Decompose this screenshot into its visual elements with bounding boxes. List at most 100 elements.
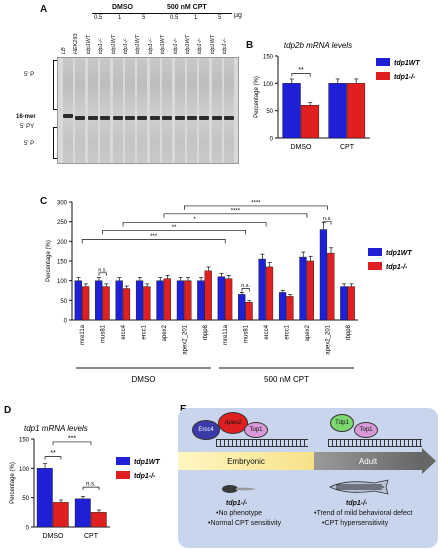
significance-bracket <box>241 288 250 292</box>
gel-lane <box>174 58 185 163</box>
amount-label: 0.5 <box>170 15 179 21</box>
gel-lane <box>211 58 222 163</box>
legend-swatch <box>376 72 390 80</box>
gel-band <box>211 116 222 120</box>
lane-label-row: LB HEK293 tdp1WT tdp1-/- tdp1WT tdp1-/- tdp1WT… <box>57 22 237 57</box>
bar <box>306 260 314 321</box>
right-note-2: •CPT hypersensitivity <box>322 520 389 527</box>
chart-d: tdp1 mRNA levels 0 50 100 150 Percentage (%) D… <box>10 424 160 540</box>
bracket-bottom <box>53 127 57 159</box>
legend-swatch <box>368 248 382 256</box>
gel-band <box>75 116 86 120</box>
category-label: rbpp8 <box>346 324 352 340</box>
condition-dmso-label: DMSO <box>112 4 133 11</box>
category-label: DMSO <box>43 533 65 540</box>
significance-bracket <box>184 205 328 210</box>
y-tick-label: 100 <box>263 82 274 88</box>
panel-label-c: C <box>40 196 48 207</box>
bar <box>282 83 301 139</box>
y-tick-label: 0 <box>64 319 68 325</box>
gel-lane <box>112 58 123 163</box>
lane-label: tdp1-/- <box>98 38 105 54</box>
significance-bracket <box>81 239 226 244</box>
gel-lane <box>137 58 148 163</box>
gel-band <box>100 116 111 120</box>
category-label: apex2 <box>305 324 311 341</box>
significance-label: n.s. <box>241 283 250 289</box>
stage-adult: Adult <box>314 452 422 470</box>
gel-lane <box>75 58 86 163</box>
lane-label: tdp1-/- <box>123 38 129 54</box>
panel-label-a: A <box>40 4 48 15</box>
gel-band <box>63 114 73 118</box>
y-tick-label: 0 <box>270 137 274 143</box>
bar <box>163 278 171 321</box>
amount-label: 0.5 <box>94 15 103 21</box>
significance-label: *** <box>150 234 158 240</box>
bar <box>204 270 212 321</box>
category-label: DMSO <box>291 144 313 151</box>
amount-label: 1 <box>118 15 122 21</box>
legend-swatch <box>116 471 130 479</box>
significance-bracket <box>82 486 100 491</box>
bar <box>176 280 185 321</box>
gel-band <box>162 116 173 120</box>
y-tick-label: 0 <box>26 526 30 532</box>
significance-bracket <box>102 229 246 235</box>
bar <box>278 292 287 321</box>
amount-label: 5 <box>142 15 146 21</box>
legend-swatch <box>368 262 382 270</box>
bar <box>74 498 91 528</box>
gel-image <box>57 57 239 164</box>
bar <box>122 288 131 321</box>
bar <box>52 502 69 528</box>
significance-label: *** <box>68 435 76 442</box>
category-label: apex2_201 <box>182 324 188 354</box>
gel-band <box>149 116 160 120</box>
lane-label: HEK293 <box>73 33 80 55</box>
significance-bracket <box>323 221 332 225</box>
gel-lane <box>87 58 98 163</box>
gel-band <box>224 116 235 120</box>
marker-16mer: 16-mer <box>16 114 36 120</box>
y-tick-label: 300 <box>57 201 68 207</box>
panel-label-d: D <box>4 405 12 416</box>
legend-label: tdp1WT <box>134 459 160 466</box>
category-label: mus81 <box>244 324 250 343</box>
lane-label: tdp1-/- <box>172 38 179 54</box>
bar <box>115 280 123 321</box>
category-label: ercc1 <box>285 324 291 339</box>
lane-label: LB <box>61 47 67 54</box>
bar <box>258 258 266 321</box>
bar <box>82 286 90 321</box>
category-label: apex2 <box>162 324 168 341</box>
significance-label: ** <box>298 67 304 74</box>
condition-cpt-label: 500 nM CPT <box>167 4 207 11</box>
stage-arrowhead <box>422 448 436 474</box>
bar <box>346 83 366 139</box>
significance-bracket <box>52 441 92 445</box>
bar <box>36 468 53 528</box>
condition-divider <box>92 13 232 14</box>
adult-fish-icon <box>329 479 389 495</box>
legend-label: tdp1-/- <box>394 74 416 81</box>
category-label: CPT <box>340 144 355 151</box>
amount-row: 0.5 1 5 0.5 1 5 <box>90 13 235 23</box>
lane-label: tdp1-/- <box>197 38 204 54</box>
bar <box>340 286 348 321</box>
significance-label: n.s. <box>323 216 332 222</box>
y-tick-label: 50 <box>266 109 273 115</box>
tdp1-icon: Tdp1 <box>330 414 354 432</box>
bar <box>74 280 82 321</box>
model-panel: Ercc4 Apex2 Top1 Tdp1 Top1 Embryonic Adu… <box>178 408 438 548</box>
legend-swatch <box>376 58 390 66</box>
bar <box>265 266 274 321</box>
legend-label: tdp1-/- <box>134 473 156 480</box>
marker-5p-top: 5' P <box>24 72 35 78</box>
category-label: ercc4 <box>121 324 127 339</box>
category-label: ercc4 <box>264 324 270 339</box>
y-tick-label: 150 <box>57 260 68 266</box>
legend-label: tdp1-/- <box>386 264 408 271</box>
gel-lane <box>63 58 73 163</box>
legend-label: tdp1WT <box>394 60 420 67</box>
